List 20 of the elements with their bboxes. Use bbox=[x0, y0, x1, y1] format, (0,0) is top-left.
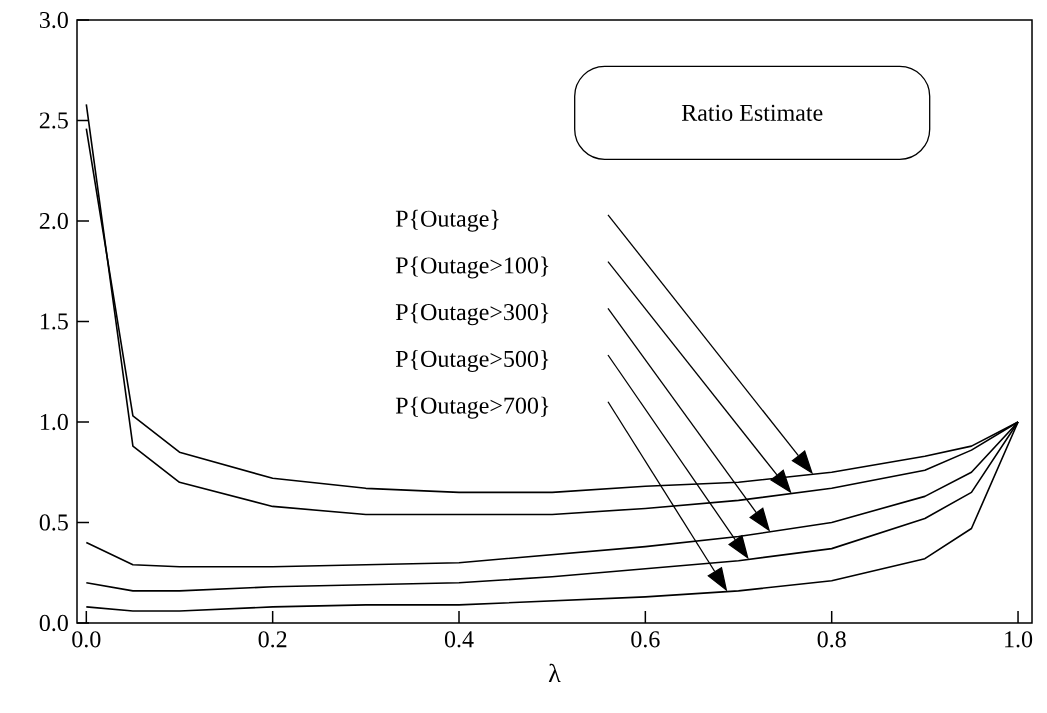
y-tick-label: 0.5 bbox=[39, 514, 68, 531]
x-tick-label: 0.2 bbox=[258, 631, 287, 648]
y-tick-label: 0.0 bbox=[39, 614, 68, 632]
annotation: Ratio Estimate bbox=[681, 104, 823, 121]
x-tick-label: 0.6 bbox=[631, 631, 660, 648]
y-tick-label: 2.0 bbox=[39, 212, 68, 230]
x-axis-title: λ bbox=[548, 663, 561, 682]
annotation: P{Outage>700} bbox=[395, 396, 549, 419]
y-tick-label: 2.5 bbox=[39, 112, 68, 129]
x-tick-label: 0.8 bbox=[817, 631, 846, 648]
y-tick-label: 1.0 bbox=[40, 413, 68, 431]
x-tick-label: 0.4 bbox=[444, 631, 474, 648]
y-tick-label: 3.0 bbox=[39, 11, 68, 29]
annotation: P{Outage>100} bbox=[395, 256, 549, 279]
annotation: P{Outage>500} bbox=[395, 350, 549, 372]
x-tick-label: 0.0 bbox=[72, 631, 101, 648]
annotation: P{Outage} bbox=[395, 209, 499, 232]
annotation: P{Outage>300} bbox=[395, 303, 549, 326]
y-tick-label: 1.5 bbox=[40, 313, 68, 330]
x-tick-label: 1.0 bbox=[1005, 631, 1033, 648]
